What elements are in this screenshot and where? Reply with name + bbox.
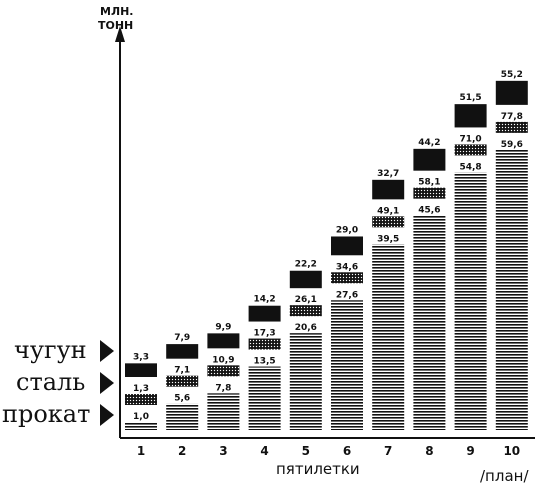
label-rolled-7: 39,5 — [377, 234, 399, 244]
legend-label-rolled: прокат — [2, 400, 90, 428]
bar-pig-iron-5 — [289, 270, 322, 289]
legend-pointer-pig-iron-icon — [100, 340, 114, 362]
x-tick-5: 5 — [302, 444, 310, 458]
x-tick-4: 4 — [260, 444, 268, 458]
bar-rolled-8 — [413, 215, 446, 430]
bar-pig-iron-7 — [372, 179, 405, 200]
bar-rolled-5 — [289, 333, 322, 430]
label-rolled-6: 27,6 — [336, 290, 358, 300]
bar-steel-10 — [495, 121, 528, 133]
label-steel-3: 10,9 — [212, 355, 234, 365]
plan-note: /план/ — [480, 467, 529, 485]
label-steel-2: 7,1 — [174, 366, 190, 376]
bar-pig-iron-4 — [248, 305, 281, 322]
label-rolled-3: 7,8 — [215, 383, 231, 393]
label-rolled-10: 59,6 — [501, 140, 523, 150]
bar-steel-1 — [125, 394, 157, 405]
label-pig-iron-10: 55,2 — [501, 70, 523, 80]
label-pig-iron-4: 14,2 — [253, 295, 275, 305]
label-steel-10: 77,8 — [501, 112, 523, 122]
x-tick-3: 3 — [219, 444, 227, 458]
label-steel-9: 71,0 — [459, 134, 481, 144]
label-steel-5: 26,1 — [295, 295, 317, 305]
bar-pig-iron-8 — [413, 148, 446, 171]
x-tick-9: 9 — [466, 444, 474, 458]
legend-pointer-rolled-icon — [100, 404, 114, 426]
bar-steel-7 — [372, 216, 405, 228]
label-pig-iron-3: 9,9 — [215, 322, 231, 332]
label-pig-iron-1: 3,3 — [133, 352, 149, 362]
x-tick-1: 1 — [137, 444, 145, 458]
y-axis-label-line-2: ТОНН — [98, 19, 133, 32]
legend-label-steel: сталь — [16, 368, 85, 396]
legend-label-pig-iron: чугун — [14, 336, 87, 364]
bars-group: 1,0 1,3 3,3 5,6 7,1 7,9 7,8 10,9 9,9 13,5 17,3 14,2… — [125, 70, 528, 430]
label-steel-4: 17,3 — [253, 329, 275, 339]
label-rolled-9: 54,8 — [459, 162, 481, 172]
label-steel-1: 1,3 — [133, 384, 149, 394]
bar-pig-iron-10 — [495, 80, 528, 105]
label-pig-iron-6: 29,0 — [336, 225, 358, 235]
x-tick-7: 7 — [384, 444, 392, 458]
x-axis-label: пятилетки — [276, 460, 360, 478]
bar-steel-3 — [207, 365, 240, 377]
bar-rolled-10 — [495, 149, 528, 430]
y-axis-arrow-icon — [115, 26, 125, 42]
y-axis-label-line-1: МЛН. — [100, 5, 133, 18]
bar-rolled-1 — [125, 422, 157, 430]
x-tick-2: 2 — [178, 444, 186, 458]
label-pig-iron-7: 32,7 — [377, 169, 399, 179]
legend-pointer-steel-icon — [100, 372, 114, 394]
bar-steel-8 — [413, 187, 446, 199]
bar-rolled-2 — [166, 403, 199, 430]
label-rolled-5: 20,6 — [295, 323, 317, 333]
bar-steel-5 — [289, 305, 322, 317]
bar-pig-iron-9 — [454, 104, 487, 128]
x-tick-10: 10 — [503, 444, 520, 458]
label-pig-iron-8: 44,2 — [418, 138, 440, 148]
label-rolled-4: 13,5 — [253, 357, 275, 367]
label-steel-6: 34,6 — [336, 262, 358, 272]
label-rolled-1: 1,0 — [133, 412, 149, 422]
x-tick-8: 8 — [425, 444, 433, 458]
label-steel-7: 49,1 — [377, 206, 399, 216]
bar-rolled-9 — [454, 172, 487, 430]
bar-rolled-3 — [207, 393, 240, 430]
legend: чугун сталь прокат — [2, 336, 114, 428]
bar-pig-iron-3 — [207, 333, 240, 349]
x-tick-6: 6 — [343, 444, 351, 458]
bar-steel-2 — [166, 375, 199, 387]
label-pig-iron-2: 7,9 — [174, 333, 190, 343]
label-pig-iron-5: 22,2 — [295, 260, 317, 270]
bar-rolled-4 — [248, 366, 281, 430]
label-pig-iron-9: 51,5 — [459, 93, 481, 103]
label-steel-8: 58,1 — [418, 178, 440, 188]
bar-steel-4 — [248, 338, 281, 350]
bar-pig-iron-2 — [166, 344, 199, 359]
bar-pig-iron-6 — [331, 236, 363, 256]
bar-rolled-7 — [372, 244, 405, 430]
bar-pig-iron-1 — [125, 363, 157, 377]
bar-steel-6 — [331, 272, 363, 284]
x-tick-labels: 1 2 3 4 5 6 7 8 9 10 — [137, 444, 520, 458]
label-rolled-8: 45,6 — [418, 206, 440, 216]
bar-rolled-6 — [331, 300, 363, 430]
label-rolled-2: 5,6 — [174, 394, 190, 404]
bar-steel-9 — [454, 144, 487, 156]
